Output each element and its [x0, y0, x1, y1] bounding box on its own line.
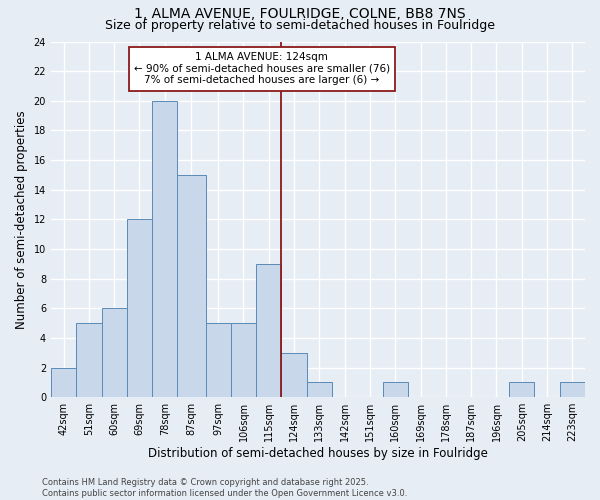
Text: 1 ALMA AVENUE: 124sqm
← 90% of semi-detached houses are smaller (76)
7% of semi-: 1 ALMA AVENUE: 124sqm ← 90% of semi-deta…: [134, 52, 390, 86]
Bar: [509, 382, 535, 397]
Bar: [307, 382, 332, 397]
Bar: [178, 175, 206, 397]
Bar: [127, 220, 152, 397]
Text: Contains HM Land Registry data © Crown copyright and database right 2025.
Contai: Contains HM Land Registry data © Crown c…: [42, 478, 407, 498]
Text: 1, ALMA AVENUE, FOULRIDGE, COLNE, BB8 7NS: 1, ALMA AVENUE, FOULRIDGE, COLNE, BB8 7N…: [134, 8, 466, 22]
Bar: [206, 323, 231, 397]
Bar: [231, 323, 256, 397]
Bar: [76, 323, 101, 397]
Bar: [560, 382, 585, 397]
Bar: [152, 101, 178, 397]
X-axis label: Distribution of semi-detached houses by size in Foulridge: Distribution of semi-detached houses by …: [148, 447, 488, 460]
Bar: [51, 368, 76, 397]
Bar: [281, 352, 307, 397]
Bar: [101, 308, 127, 397]
Bar: [383, 382, 408, 397]
Bar: [256, 264, 281, 397]
Y-axis label: Number of semi-detached properties: Number of semi-detached properties: [15, 110, 28, 328]
Text: Size of property relative to semi-detached houses in Foulridge: Size of property relative to semi-detach…: [105, 18, 495, 32]
